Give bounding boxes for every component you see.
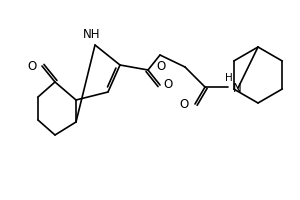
Text: H: H	[225, 73, 233, 83]
Text: O: O	[156, 60, 166, 73]
Text: O: O	[163, 77, 172, 90]
Text: O: O	[28, 60, 37, 73]
Text: N: N	[233, 82, 242, 95]
Text: NH: NH	[83, 28, 101, 41]
Text: O: O	[180, 98, 189, 110]
